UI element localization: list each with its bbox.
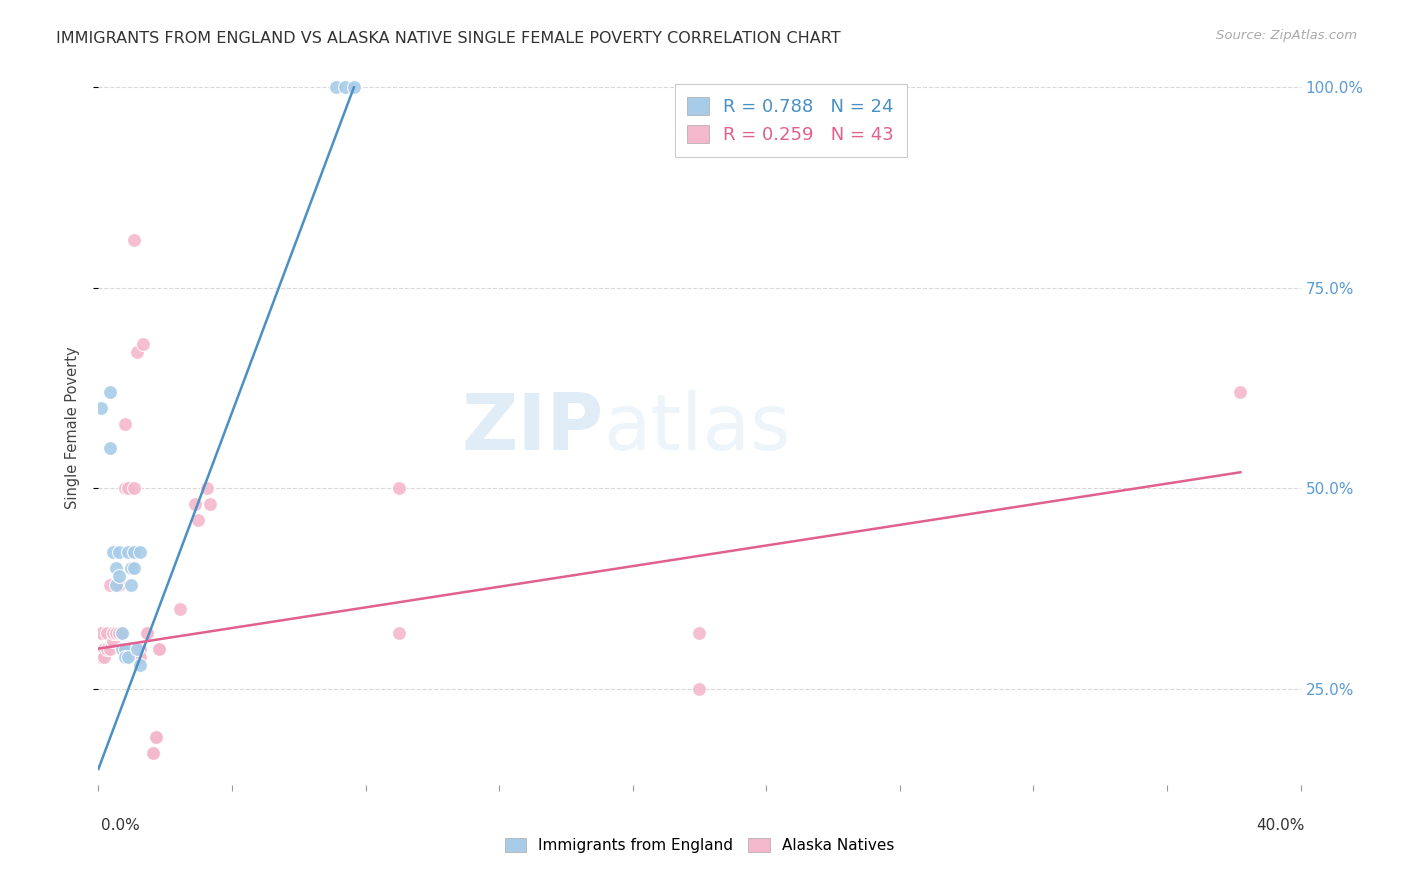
Text: ZIP: ZIP <box>461 390 603 467</box>
Point <box>105 561 128 575</box>
Point <box>145 730 167 744</box>
Text: atlas: atlas <box>603 390 790 467</box>
Point <box>111 625 134 640</box>
Y-axis label: Single Female Poverty: Single Female Poverty <box>65 347 80 509</box>
Point <box>124 545 146 559</box>
Point <box>127 641 149 656</box>
Point <box>325 80 347 95</box>
Point <box>90 401 112 416</box>
Point <box>141 746 163 760</box>
Text: IMMIGRANTS FROM ENGLAND VS ALASKA NATIVE SINGLE FEMALE POVERTY CORRELATION CHART: IMMIGRANTS FROM ENGLAND VS ALASKA NATIVE… <box>56 31 841 46</box>
Point <box>108 545 131 559</box>
Point <box>111 641 134 656</box>
Point <box>124 233 146 247</box>
Point <box>129 545 152 559</box>
Point <box>105 625 128 640</box>
Point <box>135 625 157 640</box>
Point <box>100 441 122 455</box>
Point <box>121 577 143 591</box>
Point <box>124 561 146 575</box>
Point <box>108 577 131 591</box>
Point <box>187 513 209 527</box>
Point <box>129 657 152 672</box>
Point <box>103 633 125 648</box>
Point <box>117 545 139 559</box>
Point <box>117 481 139 495</box>
Point <box>114 649 136 664</box>
Point <box>96 625 118 640</box>
Point <box>129 649 152 664</box>
Point <box>148 641 170 656</box>
Point <box>198 497 221 511</box>
Point <box>100 385 122 400</box>
Point <box>96 641 118 656</box>
Point <box>114 641 136 656</box>
Text: Source: ZipAtlas.com: Source: ZipAtlas.com <box>1216 29 1357 42</box>
Legend: R = 0.788   N = 24, R = 0.259   N = 43: R = 0.788 N = 24, R = 0.259 N = 43 <box>675 84 907 157</box>
Point <box>333 80 356 95</box>
Point <box>141 746 163 760</box>
Point <box>129 641 152 656</box>
Point <box>121 561 143 575</box>
Point <box>689 625 711 640</box>
Point <box>93 641 115 656</box>
Point <box>124 481 146 495</box>
Point <box>388 481 411 495</box>
Text: 0.0%: 0.0% <box>101 818 141 832</box>
Point <box>388 625 411 640</box>
Point <box>1229 385 1251 400</box>
Point <box>105 577 128 591</box>
Point <box>114 481 136 495</box>
Point <box>111 641 134 656</box>
Point <box>108 625 131 640</box>
Point <box>103 625 125 640</box>
Point <box>183 497 205 511</box>
Point <box>195 481 218 495</box>
Point <box>90 625 112 640</box>
Point <box>100 641 122 656</box>
Point <box>169 601 191 615</box>
Point <box>148 641 170 656</box>
Point <box>689 681 711 696</box>
Point <box>145 730 167 744</box>
Point <box>93 649 115 664</box>
Point <box>135 625 157 640</box>
Point <box>343 80 366 95</box>
Point <box>111 625 134 640</box>
Point <box>132 337 155 351</box>
Point <box>117 481 139 495</box>
Point <box>117 649 139 664</box>
Point <box>127 345 149 359</box>
Text: 40.0%: 40.0% <box>1257 818 1305 832</box>
Point <box>103 545 125 559</box>
Point <box>108 569 131 583</box>
Point <box>114 417 136 432</box>
Point <box>100 577 122 591</box>
Point <box>90 649 112 664</box>
